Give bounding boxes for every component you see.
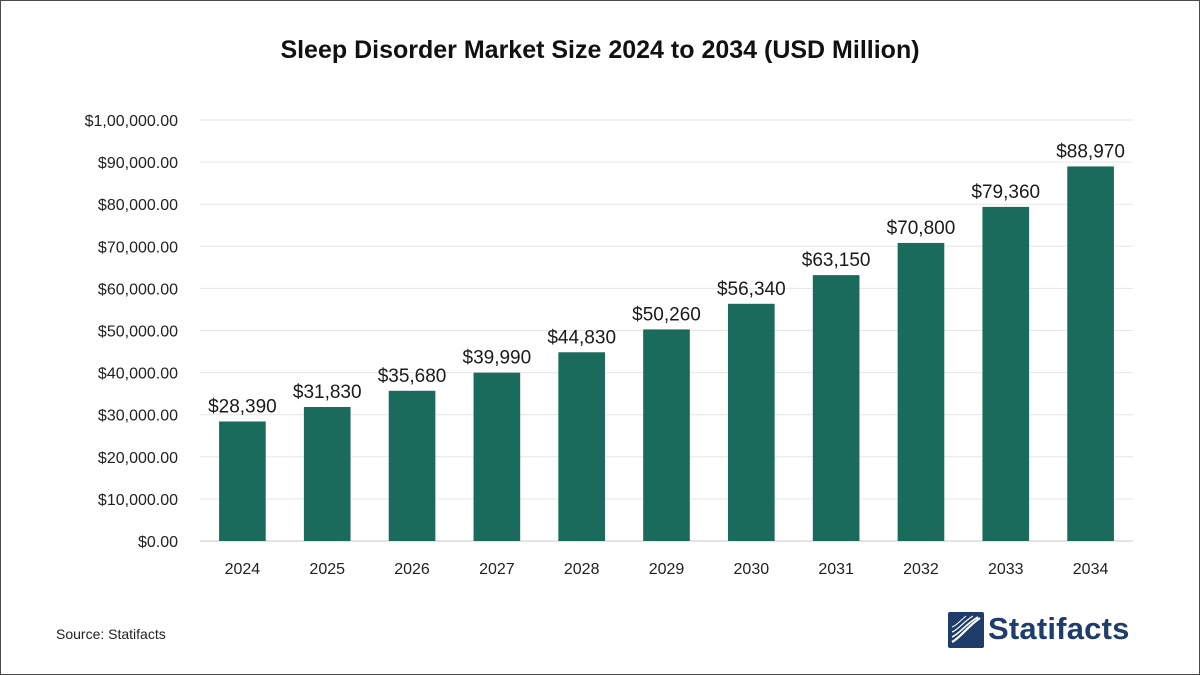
x-tick-label: 2034 (1073, 561, 1109, 578)
data-label: $35,680 (378, 366, 447, 387)
x-tick-label: 2030 (734, 561, 770, 578)
bar (219, 421, 266, 541)
x-tick-label: 2024 (225, 561, 261, 578)
bar (473, 372, 521, 541)
data-label: $50,260 (632, 304, 701, 325)
y-tick-label: $80,000.00 (98, 197, 178, 214)
x-tick-label: 2027 (479, 561, 515, 578)
data-label: $31,830 (293, 382, 362, 403)
bar (982, 206, 1030, 541)
bar (812, 275, 860, 541)
x-tick-label: 2031 (818, 561, 854, 578)
x-tick-label: 2029 (649, 561, 685, 578)
bar (303, 406, 351, 541)
y-tick-label: $10,000.00 (98, 492, 178, 509)
x-tick-label: 2032 (903, 561, 939, 578)
data-label: $63,150 (802, 250, 871, 271)
y-tick-label: $50,000.00 (98, 324, 178, 341)
bar (1067, 166, 1114, 542)
x-tick-label: 2033 (988, 561, 1024, 578)
y-tick-label: $60,000.00 (98, 281, 178, 298)
y-tick-label: $1,00,000.00 (85, 113, 179, 130)
y-tick-label: $30,000.00 (98, 408, 178, 425)
x-tick-label: 2025 (309, 561, 345, 578)
bar (727, 303, 775, 541)
y-tick-label: $70,000.00 (98, 239, 178, 256)
y-tick-label: $20,000.00 (98, 450, 178, 467)
data-label: $56,340 (717, 279, 786, 300)
bar (558, 352, 606, 541)
statifacts-logo: Statifacts (948, 610, 1148, 650)
statifacts-logo-icon (948, 612, 984, 648)
data-label: $39,990 (463, 348, 532, 369)
chart-title: Sleep Disorder Market Size 2024 to 2034 … (280, 36, 920, 64)
bar (643, 329, 690, 541)
statifacts-logo-text: Statifacts (988, 611, 1130, 646)
y-tick-label: $40,000.00 (98, 366, 178, 383)
y-tick-label: $0.00 (138, 534, 178, 551)
data-label: $28,390 (208, 396, 277, 417)
data-label: $44,830 (547, 327, 616, 348)
bar (897, 242, 945, 541)
data-label: $79,360 (971, 182, 1040, 203)
bar-chart: $0.00 $10,000.00 $20,000.00 $30,000.00 $40,0… (85, 113, 1133, 578)
data-label: $88,970 (1056, 141, 1125, 162)
y-tick-label: $90,000.00 (98, 155, 178, 172)
source-note: Source: Statifacts (56, 626, 166, 642)
bar (388, 390, 436, 541)
x-tick-label: 2026 (394, 561, 430, 578)
data-label: $70,800 (887, 218, 956, 239)
x-tick-label: 2028 (564, 561, 600, 578)
